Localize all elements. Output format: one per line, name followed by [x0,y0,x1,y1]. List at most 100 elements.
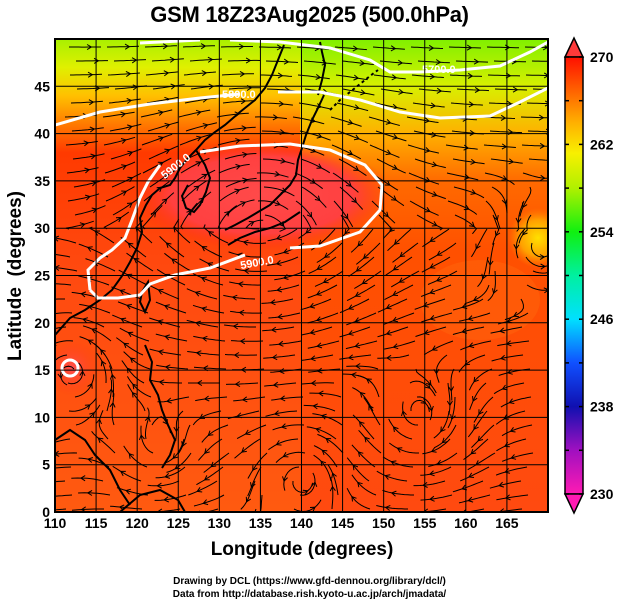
streamline [220,46,253,48]
y-tick-label: 30 [34,220,50,236]
streamline-arrow-icon [392,290,399,296]
streamline [458,494,491,504]
height-contours [55,39,548,378]
streamline-arrow-icon [354,317,361,323]
streamline [65,140,98,146]
streamline-arrow-icon [157,319,164,325]
streamline-arrow-icon [245,496,252,503]
streamline-arrow-icon [196,487,203,493]
coastline-kurils [329,69,379,111]
streamline [488,242,495,275]
streamline [108,98,141,104]
streamline-arrow-icon [282,248,289,254]
streamline [201,424,229,443]
streamline [504,298,524,321]
streamline [382,456,414,468]
streamline [179,134,211,146]
streamline [525,256,548,268]
streamline-arrow-icon [150,211,157,218]
y-tick-label: 20 [34,315,50,331]
x-tick-label: 145 [331,515,355,531]
streamline [346,284,376,302]
streamline-arrow-icon [498,481,505,488]
streamline [183,71,216,76]
streamline-arrow-icon [193,185,200,191]
streamline [150,192,175,216]
streamline-arrow-icon [365,378,372,384]
streamline-arrow-icon [87,71,94,78]
streamline-arrow-icon [203,475,210,481]
streamline-arrow-icon [271,354,278,361]
streamline [411,74,444,78]
streamline [448,46,482,49]
streamline [295,200,317,226]
streamline-arrow-icon [238,309,245,316]
streamline [299,472,316,496]
streamline [339,298,370,314]
streamline-arrow-icon [500,114,507,121]
streamline-arrow-icon [242,151,248,158]
streamline-arrow-icon [126,97,133,104]
streamline-arrow-icon [126,367,133,374]
streamline-arrow-icon [125,70,132,78]
streamline-arrow-icon [461,484,468,491]
streamline-arrow-icon [208,231,214,237]
streamline [527,130,548,133]
streamline-arrow-icon [428,44,435,51]
streamline-arrow-icon [43,297,48,302]
streamline-arrow-icon [429,263,436,269]
streamline [76,87,110,90]
streamline [420,494,453,501]
streamline [85,258,116,272]
streamline [264,214,287,232]
streamline [345,340,378,350]
contour-5800 [55,86,548,127]
coastline-sakhalin [317,41,327,96]
x-axis-title: Longitude (degrees) [211,539,394,560]
streamline-arrow-icon [385,149,392,156]
streamline [217,138,250,146]
streamline [410,46,444,49]
streamline [267,284,300,292]
streamline [72,153,105,160]
streamline-arrow-icon [86,44,93,51]
streamline-arrow-icon [551,87,555,92]
streamline [121,360,145,384]
streamline [350,228,374,253]
streamline-arrow-icon [422,481,428,488]
streamline [142,157,172,174]
streamline [374,102,407,110]
streamline [78,275,110,286]
streamline-arrow-icon [89,411,95,418]
streamline [436,354,448,383]
y-tick-label: 40 [34,126,50,142]
streamline [150,379,182,384]
streamline-arrow-icon [276,44,283,51]
streamline [415,326,447,337]
streamline [496,438,527,452]
streamline-arrow-icon [96,418,102,425]
streamline [261,102,293,106]
streamline [483,144,516,148]
streamline-arrow-icon [350,372,357,379]
streamline [384,284,414,301]
streamline-arrow-icon [316,367,323,374]
streamline-arrow-icon [468,342,475,349]
streamline-arrow-icon [131,57,138,64]
streamline [300,298,332,311]
streamline [339,186,364,210]
streamline [307,284,338,299]
streamline [195,396,228,402]
streamline [55,237,77,244]
streamline-arrow-icon [472,396,478,402]
streamline [119,327,150,342]
streamline-arrow-icon [157,161,164,167]
streamline [351,444,376,468]
streamline [332,172,359,193]
streamline-arrow-icon [392,164,398,170]
streamline [355,242,381,265]
streamline [164,252,192,272]
streamline [149,348,182,356]
streamline [306,426,337,440]
streamline-arrow-icon [509,427,516,433]
